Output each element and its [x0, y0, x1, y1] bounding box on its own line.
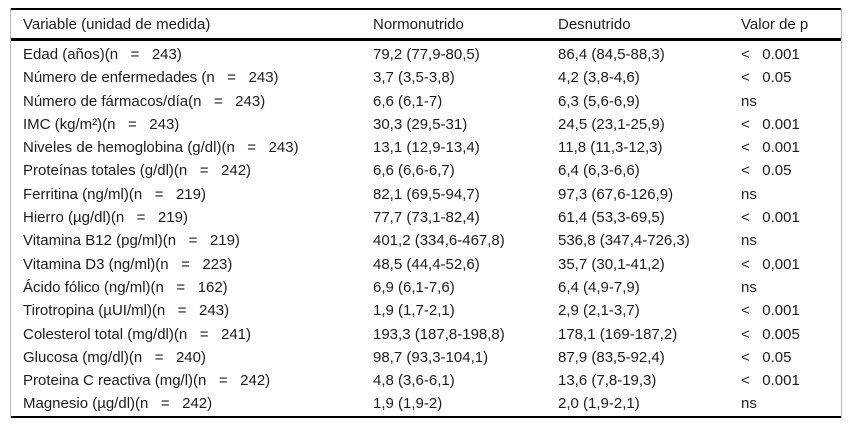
- desnutrido-cell: 6,3 (5,6-6,9): [558, 92, 640, 110]
- pvalue-cell: < 0.001: [741, 46, 800, 63]
- pvalue-cell: < 0.05: [741, 162, 792, 180]
- table-row: Glucosa (mg/dl)(n = 240) 98,7 (93,3-104,…: [11, 346, 841, 369]
- variable-cell: Ferritina (ng/ml)(n = 219): [23, 185, 206, 203]
- desnutrido-cell: 61,4 (53,3-69,5): [558, 209, 665, 227]
- table-row: Hierro (µg/dl)(n = 219) 77,7 (73,1-82,4)…: [11, 206, 841, 229]
- normonutrido-cell: 30,3 (29,5-31): [373, 115, 468, 133]
- variable-cell: Tirotropina (µUI/ml)(n = 243): [23, 302, 230, 320]
- variable-cell: Niveles de hemoglobina (g/dl)(n = 243): [23, 139, 299, 157]
- normonutrido-cell: 98,7 (93,3-104,1): [373, 348, 489, 366]
- table-body: Edad (años)(n = 243) 79,2 (77,9-80,5) 86…: [11, 40, 841, 417]
- desnutrido-cell: 178,1 (169-187,2): [558, 325, 678, 343]
- statistics-table: Variable (unidad de medida) Normonutrido…: [11, 8, 841, 418]
- desnutrido-cell: 13,6 (7,8-19,3): [558, 372, 657, 390]
- table-row: Magnesio (µg/dl)(n = 242) 1,9 (1,9-2) 2,…: [11, 392, 841, 416]
- table-row: Ácido fólico (ng/ml)(n = 162) 6,9 (6,1-7…: [11, 276, 841, 299]
- pvalue-cell: ns: [741, 185, 757, 203]
- desnutrido-cell: 2,0 (1,9-2,1): [558, 395, 640, 413]
- desnutrido-cell: 86,4 (84,5-88,3): [558, 46, 665, 63]
- pvalue-cell: < 0.05: [741, 69, 792, 87]
- variable-cell: Magnesio (µg/dl)(n = 242): [23, 395, 213, 413]
- table-row: Número de enfermedades (n = 243) 3,7 (3,…: [11, 66, 841, 89]
- normonutrido-cell: 3,7 (3,5-3,8): [373, 69, 455, 87]
- table-header-row: Variable (unidad de medida) Normonutrido…: [11, 9, 841, 41]
- table-row: Edad (años)(n = 243) 79,2 (77,9-80,5) 86…: [11, 40, 841, 67]
- variable-cell: Edad (años)(n = 243): [23, 46, 182, 63]
- desnutrido-cell: 35,7 (30,1-41,2): [558, 255, 665, 273]
- table-row: Vitamina B12 (pg/ml)(n = 219) 401,2 (334…: [11, 229, 841, 252]
- normonutrido-cell: 1,9 (1,7-2,1): [373, 302, 455, 320]
- normonutrido-cell: 401,2 (334,6-467,8): [373, 232, 505, 250]
- table-row: Colesterol total (mg/dl)(n = 241) 193,3 …: [11, 323, 841, 346]
- desnutrido-cell: 6,4 (6,3-6,6): [558, 162, 640, 180]
- variable-cell: Glucosa (mg/dl)(n = 240): [23, 348, 206, 366]
- variable-cell: Número de fármacos/día(n = 243): [23, 92, 266, 110]
- desnutrido-cell: 11,8 (11,3-12,3): [558, 139, 663, 157]
- pvalue-cell: ns: [741, 278, 757, 296]
- variable-cell: Colesterol total (mg/dl)(n = 241): [23, 325, 252, 343]
- column-header-normonutrido: Normonutrido: [361, 9, 546, 41]
- pvalue-cell: ns: [741, 232, 757, 250]
- table-row: Vitamina D3 (ng/ml)(n = 223) 48,5 (44,4-…: [11, 253, 841, 276]
- normonutrido-cell: 6,6 (6,1-7): [373, 92, 443, 110]
- normonutrido-cell: 82,1 (69,5-94,7): [373, 185, 480, 203]
- desnutrido-cell: 87,9 (83,5-92,4): [558, 348, 665, 366]
- normonutrido-cell: 48,5 (44,4-52,6): [373, 255, 480, 273]
- table-row: IMC (kg/m²)(n = 243) 30,3 (29,5-31) 24,5…: [11, 113, 841, 136]
- variable-cell: Vitamina B12 (pg/ml)(n = 219): [23, 232, 240, 250]
- normonutrido-cell: 6,9 (6,1-7,6): [373, 278, 455, 296]
- desnutrido-cell: 536,8 (347,4-726,3): [558, 232, 690, 250]
- pvalue-cell: < 0.001: [741, 372, 800, 390]
- desnutrido-cell: 97,3 (67,6-126,9): [558, 185, 674, 203]
- pvalue-cell: < 0.05: [741, 348, 792, 366]
- normonutrido-cell: 6,6 (6,6-6,7): [373, 162, 455, 180]
- variable-cell: Proteínas totales (g/dl)(n = 242): [23, 162, 252, 180]
- table-row: Número de fármacos/día(n = 243) 6,6 (6,1…: [11, 90, 841, 113]
- table-row: Ferritina (ng/ml)(n = 219) 82,1 (69,5-94…: [11, 183, 841, 206]
- pvalue-cell: < 0.005: [741, 325, 800, 343]
- desnutrido-cell: 2,9 (2,1-3,7): [558, 302, 640, 320]
- column-header-pvalue: Valor de p: [729, 9, 841, 41]
- desnutrido-cell: 6,4 (4,9-7,9): [558, 278, 640, 296]
- desnutrido-cell: 4,2 (3,8-4,6): [558, 69, 640, 87]
- normonutrido-cell: 77,7 (73,1-82,4): [373, 209, 480, 227]
- normonutrido-cell: 1,9 (1,9-2): [373, 395, 443, 413]
- pvalue-cell: ns: [741, 92, 757, 110]
- normonutrido-cell: 79,2 (77,9-80,5): [373, 46, 480, 63]
- variable-cell: IMC (kg/m²)(n = 243): [23, 115, 180, 133]
- pvalue-cell: < 0.001: [741, 115, 800, 133]
- column-header-desnutrido: Desnutrido: [546, 9, 729, 41]
- table-row: Niveles de hemoglobina (g/dl)(n = 243) 1…: [11, 136, 841, 159]
- pvalue-cell: < 0,001: [741, 255, 800, 273]
- pvalue-cell: < 0.001: [741, 209, 800, 227]
- pvalue-cell: ns: [741, 395, 757, 413]
- pvalue-cell: < 0.001: [741, 139, 800, 157]
- variable-cell: Ácido fólico (ng/ml)(n = 162): [23, 278, 228, 296]
- variable-cell: Hierro (µg/dl)(n = 219): [23, 209, 188, 227]
- normonutrido-cell: 13,1 (12,9-13,4): [373, 139, 480, 157]
- variable-cell: Proteina C reactiva (mg/l)(n = 242): [23, 372, 271, 390]
- normonutrido-cell: 4,8 (3,6-6,1): [373, 372, 455, 390]
- statistics-table-container: Variable (unidad de medida) Normonutrido…: [10, 8, 842, 418]
- table-row: Tirotropina (µUI/ml)(n = 243) 1,9 (1,7-2…: [11, 299, 841, 322]
- table-row: Proteínas totales (g/dl)(n = 242) 6,6 (6…: [11, 159, 841, 182]
- desnutrido-cell: 24,5 (23,1-25,9): [558, 115, 665, 133]
- variable-cell: Número de enfermedades (n = 243): [23, 69, 279, 87]
- column-header-variable: Variable (unidad de medida): [11, 9, 361, 41]
- variable-cell: Vitamina D3 (ng/ml)(n = 223): [23, 255, 233, 273]
- pvalue-cell: < 0.001: [741, 302, 800, 320]
- table-row: Proteina C reactiva (mg/l)(n = 242) 4,8 …: [11, 369, 841, 392]
- normonutrido-cell: 193,3 (187,8-198,8): [373, 325, 505, 343]
